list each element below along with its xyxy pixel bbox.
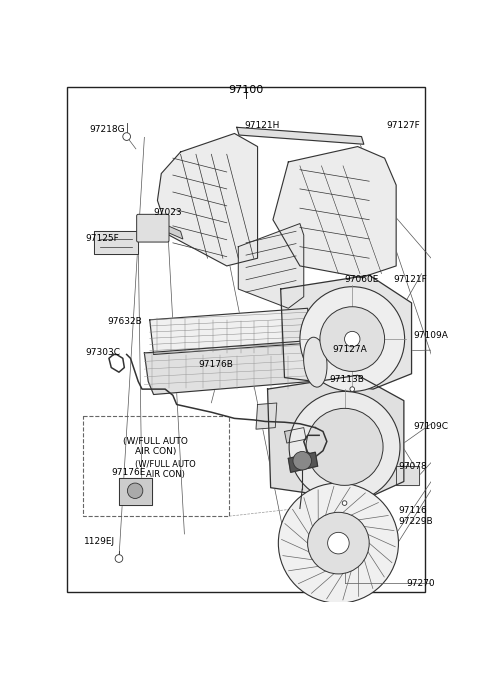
Polygon shape <box>285 428 306 443</box>
Circle shape <box>115 555 123 562</box>
Circle shape <box>336 605 341 609</box>
Text: 97125F: 97125F <box>86 235 120 243</box>
Text: 97632B: 97632B <box>108 317 142 326</box>
Text: (W/FULL AUTO
AIR CON): (W/FULL AUTO AIR CON) <box>135 460 196 479</box>
Text: 97270: 97270 <box>406 579 435 587</box>
Circle shape <box>127 483 143 498</box>
Circle shape <box>293 452 312 470</box>
Polygon shape <box>238 224 304 308</box>
Circle shape <box>350 387 355 391</box>
Bar <box>83 416 229 516</box>
Polygon shape <box>281 275 411 389</box>
Polygon shape <box>396 466 419 485</box>
Polygon shape <box>256 403 277 429</box>
Circle shape <box>289 391 400 502</box>
Circle shape <box>345 331 360 347</box>
Text: 97121H: 97121H <box>244 121 280 130</box>
Text: 97127F: 97127F <box>386 121 420 130</box>
Text: 97023: 97023 <box>154 208 182 216</box>
Text: 97078: 97078 <box>398 462 427 470</box>
Circle shape <box>320 307 384 371</box>
Text: 97176E: 97176E <box>111 468 145 477</box>
Text: 97113B: 97113B <box>329 375 364 385</box>
Text: 97303C: 97303C <box>86 347 121 357</box>
Text: 97100: 97100 <box>228 85 264 95</box>
Polygon shape <box>163 224 183 239</box>
Polygon shape <box>94 231 138 254</box>
Polygon shape <box>273 147 396 277</box>
Text: 97121F: 97121F <box>394 275 428 285</box>
Text: 97109A: 97109A <box>414 331 449 340</box>
Polygon shape <box>288 452 318 473</box>
Text: 97218G: 97218G <box>89 125 124 134</box>
Circle shape <box>342 501 347 506</box>
Text: 97116: 97116 <box>398 506 427 515</box>
Polygon shape <box>144 340 323 395</box>
Circle shape <box>278 483 398 603</box>
Polygon shape <box>150 308 312 354</box>
Text: 97176B: 97176B <box>198 360 233 369</box>
Circle shape <box>300 287 405 391</box>
Text: (W/FULL AUTO
AIR CON): (W/FULL AUTO AIR CON) <box>123 437 188 456</box>
Polygon shape <box>119 478 152 504</box>
Polygon shape <box>237 127 364 144</box>
FancyBboxPatch shape <box>137 214 169 242</box>
Circle shape <box>123 132 131 141</box>
Circle shape <box>328 532 349 554</box>
Polygon shape <box>157 133 258 266</box>
Text: 97127A: 97127A <box>332 345 367 354</box>
Text: 97109C: 97109C <box>414 422 449 431</box>
Circle shape <box>308 512 369 574</box>
Circle shape <box>306 408 383 485</box>
Text: 1129EJ: 1129EJ <box>84 537 115 546</box>
Text: 97060E: 97060E <box>345 275 379 285</box>
Polygon shape <box>267 375 404 501</box>
Text: 97229B: 97229B <box>398 517 433 526</box>
Ellipse shape <box>303 337 327 387</box>
